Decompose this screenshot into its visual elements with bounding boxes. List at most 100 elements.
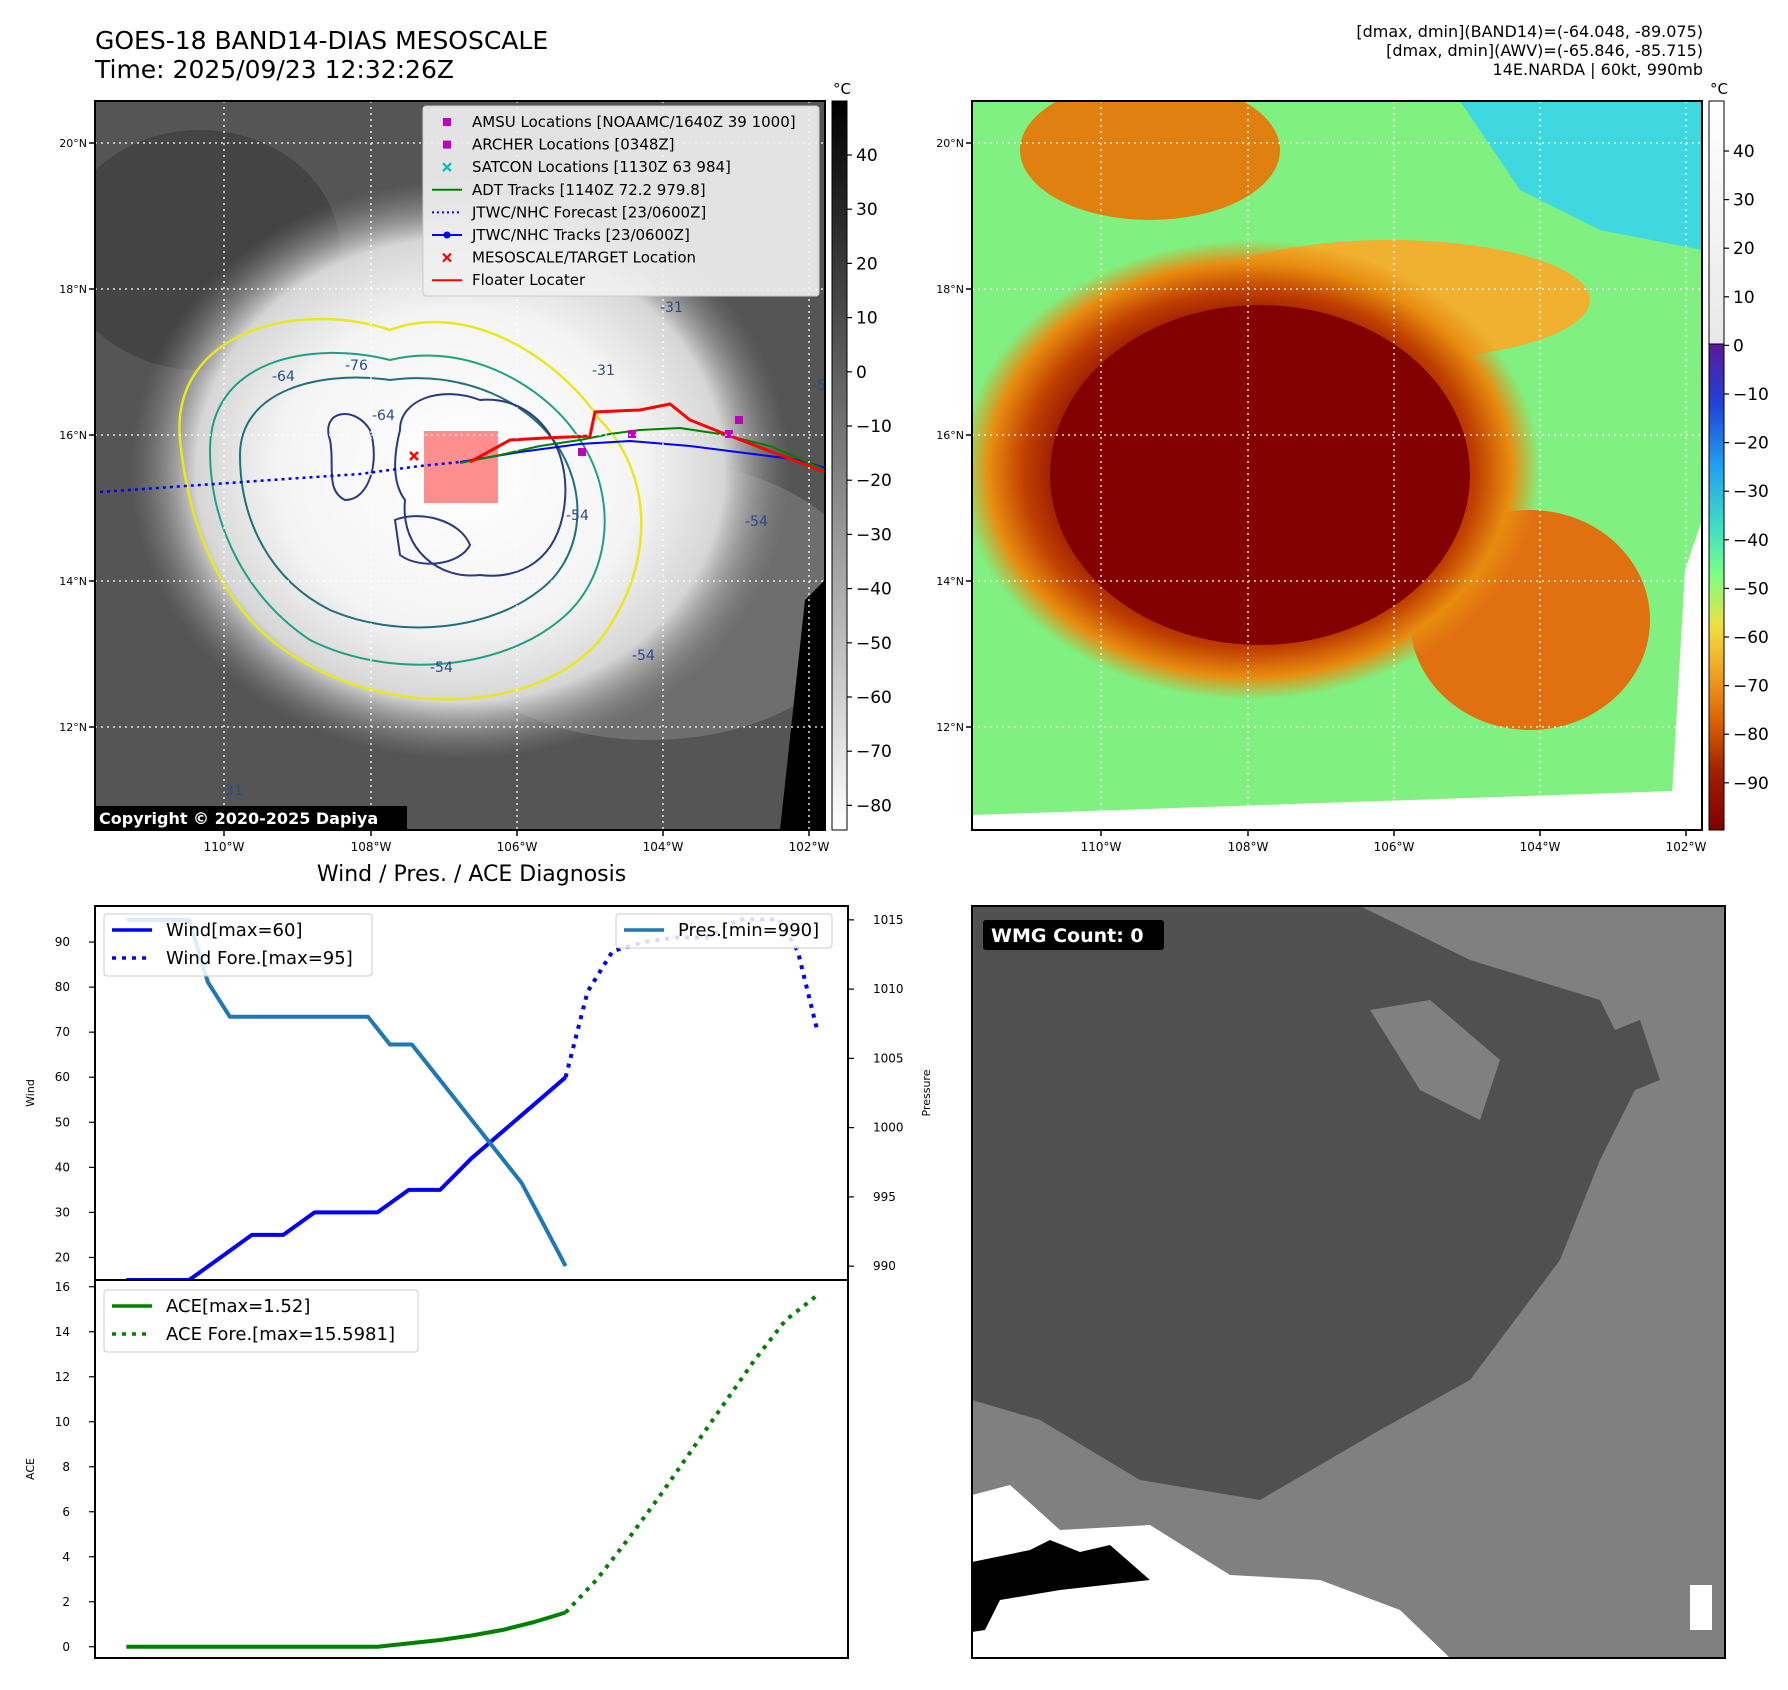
wmg-black-region (972, 1540, 1150, 1632)
diagnosis-title: Wind / Pres. / ACE Diagnosis (316, 862, 627, 887)
contour-label: -31 (660, 300, 683, 316)
legend-swatch-dot (443, 231, 451, 239)
ir-colorbar-label: 10 (856, 309, 878, 329)
wind-y-tick-label: 90 (55, 935, 70, 949)
ir-colorbar-label: −50 (856, 634, 892, 654)
copyright-text: Copyright © 2020-2025 Dapiya (99, 809, 378, 828)
ir-colorbar-label: −10 (856, 417, 892, 437)
archer-marker (628, 430, 636, 438)
wmg-clear-patch (1690, 1585, 1712, 1630)
legend-swatch (443, 118, 451, 126)
pressure-y-tick-label: 1010 (873, 982, 904, 996)
awv-colorbar-label: 10 (1733, 288, 1755, 308)
floater-box (424, 431, 498, 503)
contour-label: -76 (345, 358, 368, 374)
archer-marker (735, 416, 743, 424)
contour-label: -54 (566, 508, 589, 524)
lon-tick-label: 104°W (1520, 840, 1561, 854)
ace-y-ticks: 16 14 12 10 8 6 4 2 0 (55, 1280, 95, 1654)
wind-y-tick-label: 30 (55, 1205, 70, 1219)
ir-colorbar-label: −80 (856, 796, 892, 816)
lat-tick-label: 12°N (59, 721, 87, 734)
wind-y-tick-label: 70 (55, 1025, 70, 1039)
ace-legend-box (103, 1289, 419, 1353)
legend-swatch (442, 252, 452, 263)
ir-contour-labels: -64 -76 -64 -54 -31 -54 -54 -31 -54 -31 -54 (220, 300, 835, 799)
awv-colorbar-label: −40 (1733, 531, 1769, 551)
awv-dry-region (1460, 101, 1702, 250)
ace-fore-legend-label: ACE Fore.[max=15.5981] (166, 1324, 395, 1345)
info-line2: [dmax, dmin](AWV)=(-65.846, -85.715) (1386, 41, 1703, 60)
contour-label: -31 (220, 783, 243, 799)
wind-y-tick-label: 50 (55, 1115, 70, 1129)
lat-tick-label: 20°N (59, 137, 87, 150)
awv-colorbar-ticks: 40 30 20 10 0 −10 −20 −30 −40 −50 −60 −70 −80 −90 (1724, 142, 1769, 794)
pressure-y-tick-label: 990 (873, 1259, 896, 1273)
ace-y-tick-label: 4 (62, 1550, 70, 1564)
info-line3: 14E.NARDA | 60kt, 990mb (1492, 60, 1703, 79)
legend-label: AMSU Locations [NOAAMC/1640Z 39 1000] (472, 113, 796, 131)
archer-marker (725, 430, 733, 438)
wmg-clear-region (972, 1485, 1450, 1658)
floater-track (469, 402, 825, 474)
ir-contour-64 (238, 376, 579, 629)
lat-tick-label: 12°N (936, 721, 964, 734)
contour-label: -64 (272, 369, 295, 385)
wind-y-tick-label: 80 (55, 980, 70, 994)
awv-colorbar-label: 20 (1733, 239, 1755, 259)
pressure-y-tick-label: 995 (873, 1190, 896, 1204)
lon-tick-label: 110°W (1081, 840, 1122, 854)
ir-lon-ticks: 110°W 108°W 106°W 104°W 102°W (204, 830, 830, 854)
awv-colorbar-label: −60 (1733, 628, 1769, 648)
figure-title: GOES-18 BAND14-DIAS MESOSCALE Time: 2025… (95, 26, 548, 84)
awv-colorbar-label: −10 (1733, 385, 1769, 405)
ir-colorbar (831, 100, 848, 831)
ace-y-tick-label: 0 (62, 1640, 70, 1654)
wmg-cold-patch (1590, 1020, 1660, 1100)
ir-colorbar-ticks: 40 30 20 10 0 −10 −20 −30 −40 −50 −60 −70 −80 (847, 146, 892, 816)
contour-label: -54 (812, 378, 835, 394)
wmg-panel: WMG Count: 0 (971, 905, 1726, 1659)
legend-label: MESOSCALE/TARGET Location (472, 249, 696, 267)
ace-ylabel: ACE (24, 1458, 37, 1480)
ir-colorbar-label: −70 (856, 742, 892, 762)
ace-y-tick-label: 10 (55, 1415, 70, 1429)
wmg-count-badge (983, 920, 1164, 950)
wmg-frame (971, 905, 1726, 1659)
ir-panel: -64 -76 -64 -54 -31 -54 -54 -31 -54 -31 -54 Copyri… (59, 80, 892, 854)
wmg-count-text: WMG Count: 0 (991, 925, 1144, 947)
ace-panel: 16 14 12 10 8 6 4 2 0 ACE ACE[max=1.52] ACE Fore… (24, 1279, 849, 1659)
ir-colorbar-label: 30 (856, 200, 878, 220)
legend-label: Floater Locater (472, 271, 586, 289)
pressure-legend-box (615, 913, 833, 949)
title-line1: GOES-18 BAND14-DIAS MESOSCALE (95, 26, 549, 55)
pressure-legend: Pres.[min=990] (615, 913, 833, 949)
lon-tick-label: 110°W (204, 840, 245, 854)
ir-contour-76 (327, 413, 375, 502)
awv-colorbar-label: −20 (1733, 434, 1769, 454)
awv-colorbar-label: −80 (1733, 725, 1769, 745)
amsu-marker (578, 448, 586, 456)
legend-label: JTWC/NHC Tracks [23/0600Z] (471, 226, 690, 244)
lon-tick-label: 102°W (789, 840, 830, 854)
ace-forecast-series-line (564, 1294, 818, 1614)
ir-nodata-region (780, 580, 825, 830)
wind-legend-label: Wind[max=60] (166, 920, 303, 941)
wind-legend-box (103, 913, 373, 977)
awv-colorbar-label: 0 (1733, 336, 1744, 356)
awv-colorbar-label: −30 (1733, 482, 1769, 502)
lon-tick-label: 102°W (1666, 840, 1707, 854)
wind-fore-legend-label: Wind Fore.[max=95] (166, 948, 353, 969)
ace-legend-label: ACE[max=1.52] (166, 1296, 310, 1317)
lat-tick-label: 20°N (936, 137, 964, 150)
pressure-y-tick-label: 1015 (873, 913, 904, 927)
legend-swatch (443, 140, 451, 149)
contour-label: -31 (592, 363, 615, 379)
awv-colorbar-label: −50 (1733, 579, 1769, 599)
wind-series-line (126, 1075, 567, 1282)
pressure-legend-label: Pres.[min=990] (678, 920, 819, 941)
lon-tick-label: 108°W (351, 840, 392, 854)
ir-colorbar-label: −20 (856, 471, 892, 491)
